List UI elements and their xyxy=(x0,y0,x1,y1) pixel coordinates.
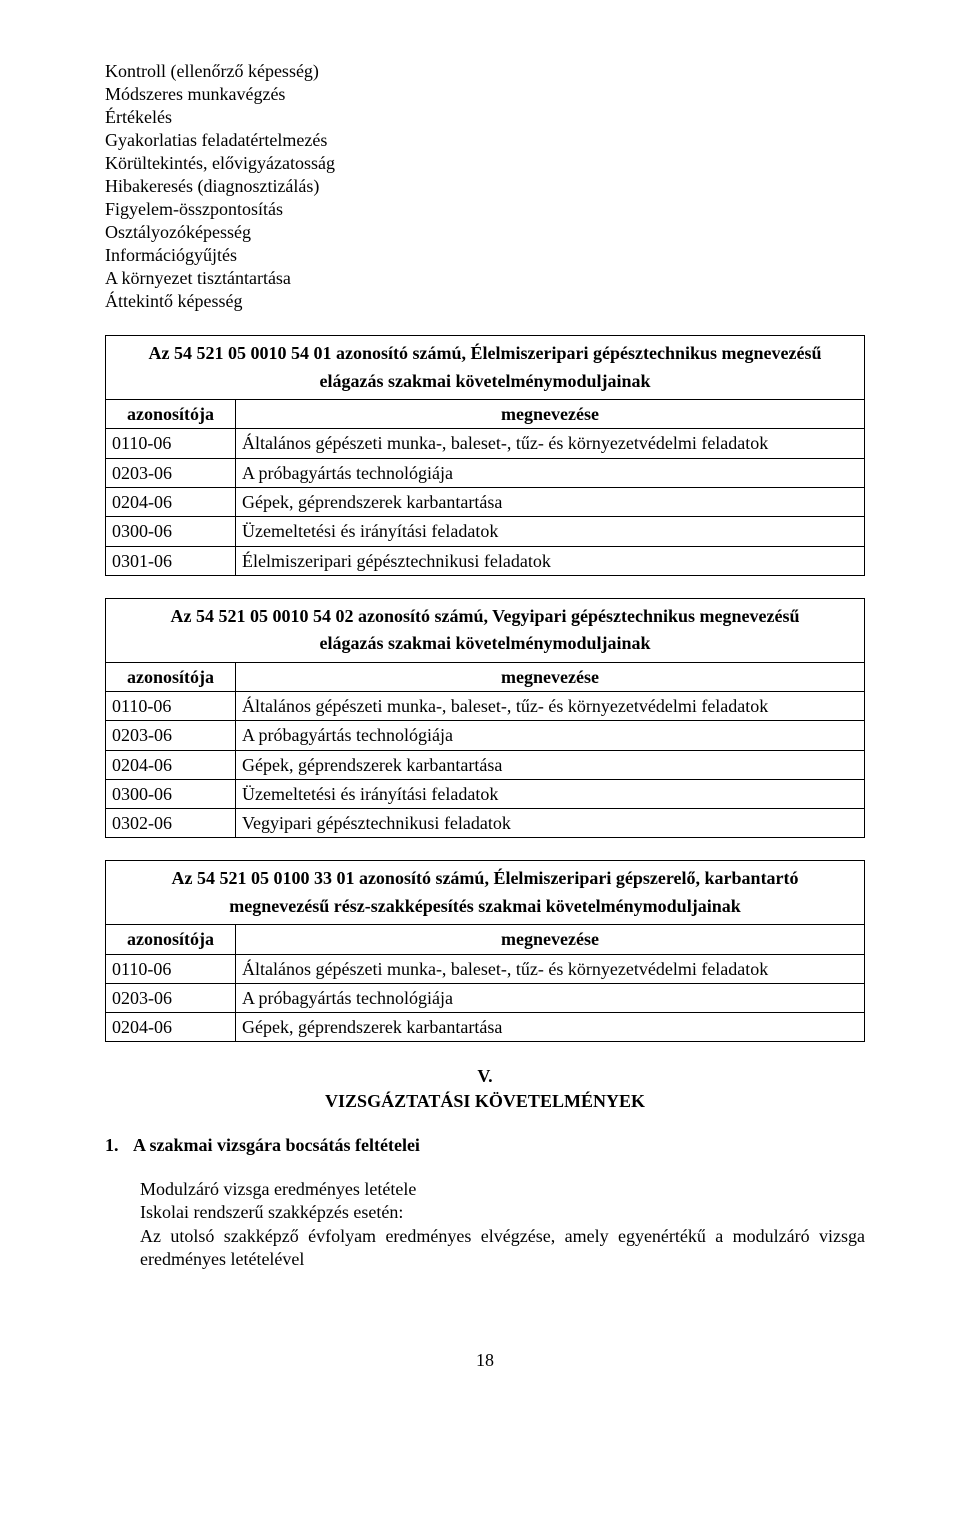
table-header-id: azonosítója xyxy=(106,925,236,954)
competency-item: Gyakorlatias feladatértelmezés xyxy=(105,129,865,152)
table-row: 0300-06Üzemeltetési és irányítási felada… xyxy=(106,779,865,808)
module-table: Az 54 521 05 0010 54 02 azonosító számú,… xyxy=(105,598,865,839)
section-v-num: V. xyxy=(105,1064,865,1088)
module-name-cell: Általános gépészeti munka-, baleset-, tű… xyxy=(236,954,865,983)
table-title-line: elágazás szakmai követelménymoduljainak xyxy=(112,632,858,655)
table-row: 0301-06Élelmiszeripari gépésztechnikusi … xyxy=(106,546,865,575)
table-header-row: azonosítójamegnevezése xyxy=(106,925,865,954)
subheading: 1.A szakmai vizsgára bocsátás feltételei xyxy=(105,1135,865,1156)
page-number: 18 xyxy=(105,1350,865,1371)
subheading-text: A szakmai vizsgára bocsátás feltételei xyxy=(133,1135,420,1155)
module-table: Az 54 521 05 0100 33 01 azonosító számú,… xyxy=(105,860,865,1042)
table-header-row: azonosítójamegnevezése xyxy=(106,400,865,429)
table-title-cell: Az 54 521 05 0010 54 02 azonosító számú,… xyxy=(106,598,865,662)
competency-item: Áttekintő képesség xyxy=(105,290,865,313)
module-id-cell: 0110-06 xyxy=(106,954,236,983)
subheading-num: 1. xyxy=(105,1135,133,1156)
body-paragraph: Modulzáró vizsga eredményes letételeIsko… xyxy=(140,1178,865,1272)
module-id-cell: 0203-06 xyxy=(106,721,236,750)
table-row: 0204-06Gépek, géprendszerek karbantartás… xyxy=(106,1013,865,1042)
module-id-cell: 0203-06 xyxy=(106,458,236,487)
table-title-line: Az 54 521 05 0010 54 01 azonosító számú,… xyxy=(112,342,858,365)
table-title-row: Az 54 521 05 0010 54 02 azonosító számú,… xyxy=(106,598,865,662)
module-id-cell: 0110-06 xyxy=(106,429,236,458)
module-name-cell: A próbagyártás technológiája xyxy=(236,983,865,1012)
competency-list: Kontroll (ellenőrző képesség)Módszeres m… xyxy=(105,60,865,313)
module-id-cell: 0110-06 xyxy=(106,691,236,720)
module-id-cell: 0204-06 xyxy=(106,750,236,779)
body-line: Iskolai rendszerű szakképzés esetén: xyxy=(140,1201,865,1224)
module-id-cell: 0300-06 xyxy=(106,779,236,808)
table-row: 0203-06A próbagyártás technológiája xyxy=(106,721,865,750)
competency-item: Figyelem-összpontosítás xyxy=(105,198,865,221)
table-header-id: azonosítója xyxy=(106,400,236,429)
table-row: 0110-06Általános gépészeti munka-, bales… xyxy=(106,954,865,983)
module-name-cell: A próbagyártás technológiája xyxy=(236,458,865,487)
table-title-row: Az 54 521 05 0010 54 01 azonosító számú,… xyxy=(106,336,865,400)
competency-item: Módszeres munkavégzés xyxy=(105,83,865,106)
table-title-line: megnevezésű rész-szakképesítés szakmai k… xyxy=(112,895,858,918)
module-name-cell: Általános gépészeti munka-, baleset-, tű… xyxy=(236,429,865,458)
module-name-cell: Üzemeltetési és irányítási feladatok xyxy=(236,779,865,808)
table-row: 0110-06Általános gépészeti munka-, bales… xyxy=(106,429,865,458)
module-id-cell: 0204-06 xyxy=(106,1013,236,1042)
module-name-cell: Gépek, géprendszerek karbantartása xyxy=(236,488,865,517)
body-line: Modulzáró vizsga eredményes letétele xyxy=(140,1178,865,1201)
module-id-cell: 0302-06 xyxy=(106,809,236,838)
table-title-row: Az 54 521 05 0100 33 01 azonosító számú,… xyxy=(106,861,865,925)
competency-item: A környezet tisztántartása xyxy=(105,267,865,290)
competency-item: Körültekintés, elővigyázatosság xyxy=(105,152,865,175)
module-id-cell: 0204-06 xyxy=(106,488,236,517)
module-id-cell: 0300-06 xyxy=(106,517,236,546)
module-name-cell: Gépek, géprendszerek karbantartása xyxy=(236,750,865,779)
competency-item: Információgyűjtés xyxy=(105,244,865,267)
module-name-cell: Üzemeltetési és irányítási feladatok xyxy=(236,517,865,546)
competency-item: Hibakeresés (diagnosztizálás) xyxy=(105,175,865,198)
module-name-cell: Élelmiszeripari gépésztechnikusi feladat… xyxy=(236,546,865,575)
table-row: 0204-06Gépek, géprendszerek karbantartás… xyxy=(106,488,865,517)
table-header-row: azonosítójamegnevezése xyxy=(106,662,865,691)
table-row: 0203-06A próbagyártás technológiája xyxy=(106,458,865,487)
table-row: 0110-06Általános gépészeti munka-, bales… xyxy=(106,691,865,720)
module-id-cell: 0203-06 xyxy=(106,983,236,1012)
table-title-line: elágazás szakmai követelménymoduljainak xyxy=(112,370,858,393)
table-header-id: azonosítója xyxy=(106,662,236,691)
module-name-cell: Vegyipari gépésztechnikusi feladatok xyxy=(236,809,865,838)
table-header-name: megnevezése xyxy=(236,662,865,691)
table-title-cell: Az 54 521 05 0010 54 01 azonosító számú,… xyxy=(106,336,865,400)
section-v-title: VIZSGÁZTATÁSI KÖVETELMÉNYEK xyxy=(105,1089,865,1113)
section-v-heading: V.VIZSGÁZTATÁSI KÖVETELMÉNYEK xyxy=(105,1064,865,1113)
body-line: Az utolsó szakképző évfolyam eredményes … xyxy=(140,1225,865,1272)
module-name-cell: Gépek, géprendszerek karbantartása xyxy=(236,1013,865,1042)
table-title-line: Az 54 521 05 0010 54 02 azonosító számú,… xyxy=(112,605,858,628)
module-id-cell: 0301-06 xyxy=(106,546,236,575)
module-name-cell: Általános gépészeti munka-, baleset-, tű… xyxy=(236,691,865,720)
table-row: 0300-06Üzemeltetési és irányítási felada… xyxy=(106,517,865,546)
table-row: 0302-06Vegyipari gépésztechnikusi felada… xyxy=(106,809,865,838)
table-title-cell: Az 54 521 05 0100 33 01 azonosító számú,… xyxy=(106,861,865,925)
module-table: Az 54 521 05 0010 54 01 azonosító számú,… xyxy=(105,335,865,576)
table-header-name: megnevezése xyxy=(236,400,865,429)
table-header-name: megnevezése xyxy=(236,925,865,954)
competency-item: Értékelés xyxy=(105,106,865,129)
module-name-cell: A próbagyártás technológiája xyxy=(236,721,865,750)
table-row: 0203-06A próbagyártás technológiája xyxy=(106,983,865,1012)
competency-item: Kontroll (ellenőrző képesség) xyxy=(105,60,865,83)
table-row: 0204-06Gépek, géprendszerek karbantartás… xyxy=(106,750,865,779)
competency-item: Osztályozóképesség xyxy=(105,221,865,244)
table-title-line: Az 54 521 05 0100 33 01 azonosító számú,… xyxy=(112,867,858,890)
